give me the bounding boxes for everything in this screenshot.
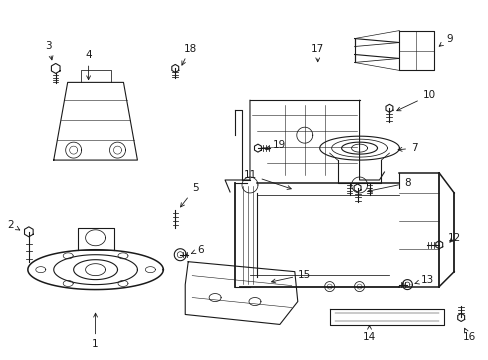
Text: 2: 2 xyxy=(8,220,20,230)
Text: 13: 13 xyxy=(414,275,433,285)
Text: 17: 17 xyxy=(310,44,324,62)
Text: 19: 19 xyxy=(265,140,286,150)
Text: 3: 3 xyxy=(45,41,53,60)
Text: 9: 9 xyxy=(438,33,451,46)
Text: 11: 11 xyxy=(243,170,291,189)
Text: 4: 4 xyxy=(85,50,92,80)
Text: 1: 1 xyxy=(92,313,99,349)
Text: 8: 8 xyxy=(367,178,410,192)
Text: 14: 14 xyxy=(362,325,375,342)
Text: 10: 10 xyxy=(396,90,435,111)
Text: 18: 18 xyxy=(182,44,197,65)
Text: 12: 12 xyxy=(447,233,460,243)
Text: 5: 5 xyxy=(180,183,198,207)
Text: 15: 15 xyxy=(271,270,311,283)
Text: 7: 7 xyxy=(397,143,417,153)
Text: 16: 16 xyxy=(462,328,475,342)
Text: 6: 6 xyxy=(191,245,203,255)
